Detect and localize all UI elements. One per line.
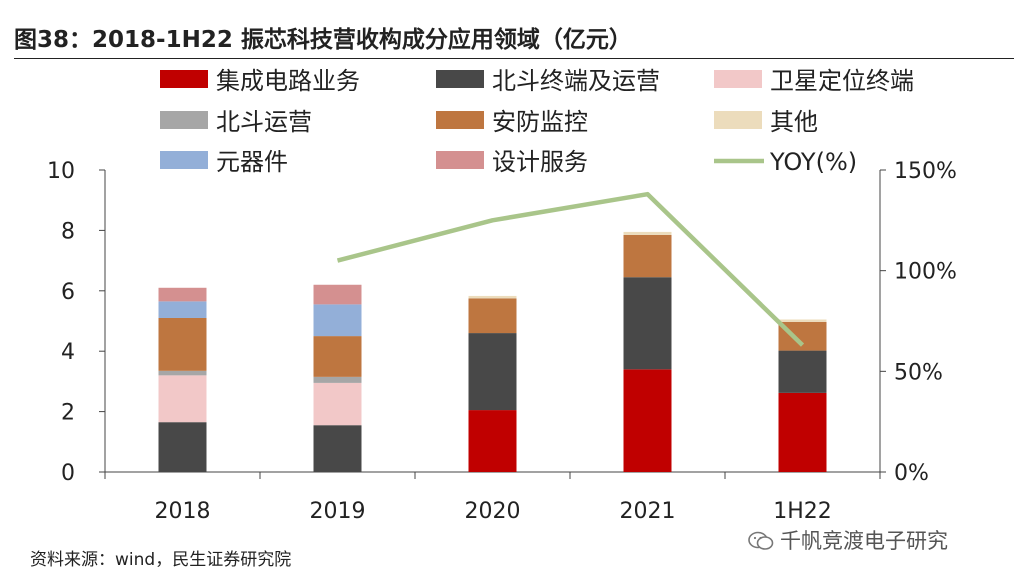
bar-segment <box>158 375 207 423</box>
legend-label: 北斗运营 <box>216 108 312 136</box>
legend-swatch <box>160 151 208 169</box>
legend-swatch <box>436 151 484 169</box>
bar-segment <box>623 369 672 472</box>
bar-segment <box>778 350 827 393</box>
legend-swatch <box>436 111 484 129</box>
bar-segment <box>158 301 207 318</box>
bar-segment <box>313 304 362 337</box>
legend-label: 设计服务 <box>492 148 588 176</box>
bar-segment <box>468 333 517 411</box>
bar-segment <box>623 234 672 278</box>
legend-label: 集成电路业务 <box>216 67 360 95</box>
bar-segment <box>778 319 827 322</box>
left-tick-label: 8 <box>61 219 75 244</box>
legend-swatch <box>714 111 762 129</box>
bar-segment <box>313 376 362 383</box>
bar-segment <box>778 392 827 472</box>
left-tick-label: 2 <box>61 401 75 426</box>
left-tick-label: 4 <box>61 340 75 365</box>
left-tick-label: 6 <box>61 280 75 305</box>
right-tick-label: 150% <box>894 159 957 184</box>
legend-label: 其他 <box>770 108 818 136</box>
x-tick-label: 2020 <box>465 499 521 524</box>
bar-segment <box>158 370 207 376</box>
chart-title: 图38：2018-1H22 振芯科技营收构成分应用领域（亿元） <box>14 27 632 53</box>
bar-segment <box>623 231 672 235</box>
wechat-icon <box>748 531 774 550</box>
bar-segment <box>313 425 362 472</box>
left-tick-label: 0 <box>61 461 75 486</box>
bar-segment <box>313 284 362 305</box>
legend-swatch <box>160 111 208 129</box>
bar-segment <box>313 382 362 426</box>
bar-segment <box>623 277 672 370</box>
bar-segment <box>313 336 362 377</box>
title-rule <box>14 58 1014 59</box>
yoy-line <box>336 191 805 347</box>
x-tick-label: 2018 <box>155 499 211 524</box>
bar-segment <box>158 287 207 302</box>
legend-label: 安防监控 <box>492 108 588 136</box>
bar-segment <box>158 422 207 472</box>
legend-swatch <box>160 70 208 88</box>
legend-swatch <box>436 70 484 88</box>
watermark: 千帆竞渡电子研究 <box>748 525 948 555</box>
x-tick-label: 2019 <box>310 499 366 524</box>
watermark-text: 千帆竞渡电子研究 <box>780 529 948 553</box>
legend-label: 北斗终端及运营 <box>492 67 660 95</box>
bar-segment <box>468 295 517 299</box>
legend-label: 元器件 <box>216 148 288 176</box>
bar-segment <box>468 298 517 334</box>
bar-segment <box>158 317 207 371</box>
legend-label: YOY(%) <box>769 148 857 176</box>
legend-swatch <box>714 70 762 88</box>
x-tick-label: 2021 <box>620 499 676 524</box>
source-note: 资料来源：wind，民生证券研究院 <box>30 550 292 570</box>
right-tick-label: 0% <box>894 461 929 486</box>
x-tick-label: 1H22 <box>773 499 832 524</box>
right-tick-label: 100% <box>894 260 957 285</box>
right-tick-label: 50% <box>894 360 943 385</box>
left-tick-label: 10 <box>47 159 75 184</box>
legend-label: 卫星定位终端 <box>770 67 914 95</box>
bar-segment <box>468 410 517 472</box>
